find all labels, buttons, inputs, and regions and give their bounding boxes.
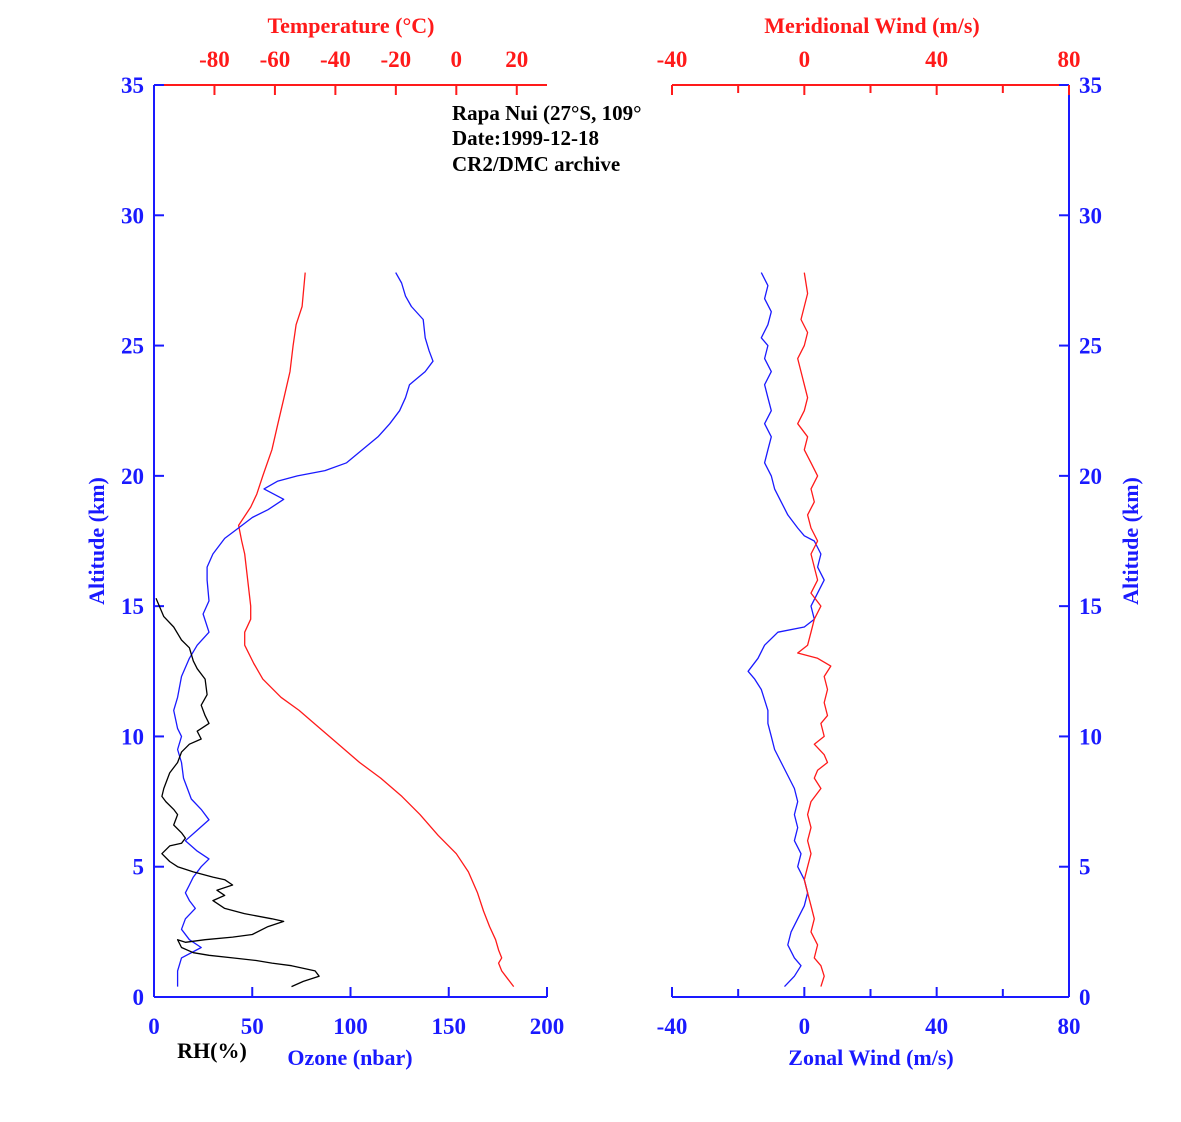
left-rh-axis-title: RH(%) xyxy=(177,1038,247,1063)
left-bottom-tick-label: 50 xyxy=(241,1014,264,1039)
annotation-line-3: CR2/DMC archive xyxy=(452,152,620,176)
right-series-zonal-wind-m-s xyxy=(747,272,825,988)
left-top-tick-label: -20 xyxy=(381,47,412,72)
left-top-tick-label: -60 xyxy=(260,47,291,72)
left-altitude-tick-label: 5 xyxy=(133,855,145,880)
left-bottom-tick-label: 0 xyxy=(148,1014,160,1039)
right-top-tick-label: -40 xyxy=(657,47,688,72)
right-altitude-tick-label: 35 xyxy=(1079,73,1102,98)
left-bottom-tick-label: 150 xyxy=(432,1014,467,1039)
left-series-rh xyxy=(155,598,320,988)
right-altitude-axis-title: Altitude (km) xyxy=(1118,477,1143,605)
right-bottom-tick-label: 80 xyxy=(1058,1014,1081,1039)
right-bottom-tick-label: 40 xyxy=(925,1014,948,1039)
right-altitude-tick-label: 15 xyxy=(1079,594,1102,619)
left-top-tick-label: 0 xyxy=(451,47,463,72)
right-top-axis-title: Meridional Wind (m/s) xyxy=(764,13,980,38)
right-top-tick-label: 80 xyxy=(1058,47,1081,72)
right-panel: 0 5 10 15 20 25 30 35 -40 0 40 80 -40 0 40 80 Zonal Wind… xyxy=(657,13,1143,1070)
left-bottom-tick-label: 200 xyxy=(530,1014,565,1039)
right-bottom-tick-label: -40 xyxy=(657,1014,688,1039)
left-top-tick-label: -40 xyxy=(320,47,351,72)
left-bottom-axis-title: Ozone (nbar) xyxy=(287,1045,412,1070)
right-altitude-tick-label: 20 xyxy=(1079,464,1102,489)
left-altitude-axis-title: Altitude (km) xyxy=(84,477,109,605)
right-altitude-tick-label: 5 xyxy=(1079,855,1091,880)
right-top-tick-label: 40 xyxy=(925,47,948,72)
right-altitude-tick-label: 0 xyxy=(1079,985,1091,1010)
left-altitude-tick-label: 35 xyxy=(121,73,144,98)
left-top-tick-label: -80 xyxy=(199,47,230,72)
station-annotation: Rapa Nui (27°S, 109° Date:1999-12-18 CR2… xyxy=(452,101,642,176)
left-panel: 0 5 10 15 20 25 30 35 0 50 100 150 200 -80 -60 -40 -20 0 2… xyxy=(84,13,564,1070)
left-top-tick-label: 20 xyxy=(505,47,528,72)
left-altitude-tick-label: 0 xyxy=(133,985,145,1010)
right-series-meridional-wind-m-s xyxy=(797,272,832,987)
right-bottom-axis-title: Zonal Wind (m/s) xyxy=(788,1045,953,1070)
right-altitude-tick-label: 30 xyxy=(1079,203,1102,228)
left-altitude-tick-label: 15 xyxy=(121,594,144,619)
right-top-tick-label: 0 xyxy=(799,47,811,72)
right-altitude-tick-label: 10 xyxy=(1079,724,1102,749)
left-bottom-tick-label: 100 xyxy=(333,1014,368,1039)
left-altitude-tick-label: 25 xyxy=(121,334,144,359)
left-altitude-tick-label: 30 xyxy=(121,203,144,228)
right-altitude-tick-label: 25 xyxy=(1079,334,1102,359)
left-series-ozone-nbar xyxy=(173,272,434,987)
left-series-temperature-c xyxy=(237,272,515,987)
annotation-line-2: Date:1999-12-18 xyxy=(452,126,599,150)
left-altitude-tick-label: 20 xyxy=(121,464,144,489)
annotation-line-1: Rapa Nui (27°S, 109° xyxy=(452,101,642,125)
left-top-axis-title: Temperature (°C) xyxy=(267,13,434,38)
right-bottom-tick-label: 0 xyxy=(799,1014,811,1039)
left-altitude-tick-label: 10 xyxy=(121,724,144,749)
